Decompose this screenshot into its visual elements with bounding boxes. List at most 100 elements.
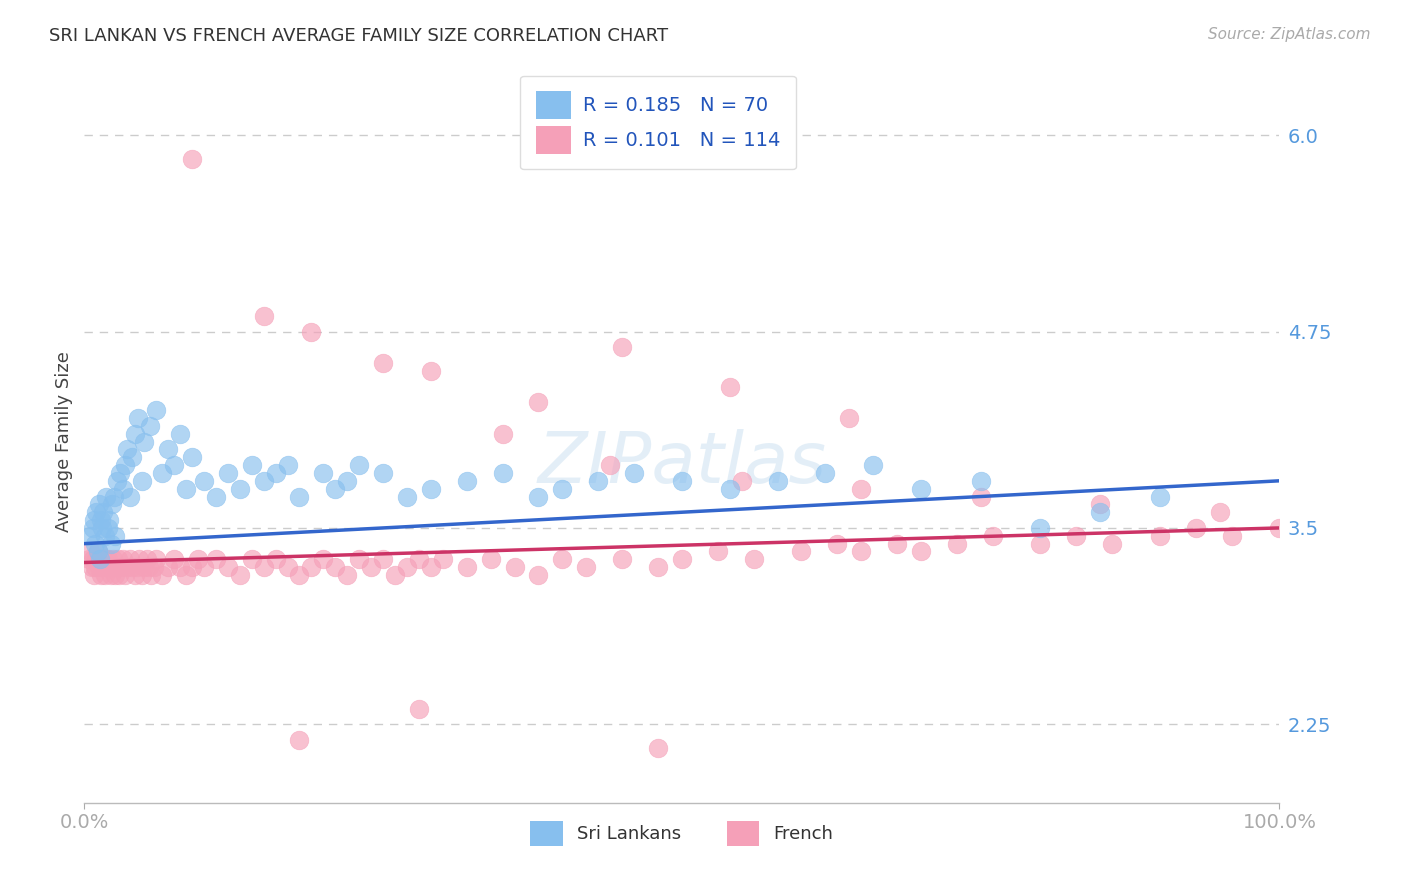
Point: [124, 426, 146, 441]
Point: [349, 458, 371, 472]
Point: [110, 466, 132, 480]
Point: [93, 552, 115, 566]
Point: [229, 482, 252, 496]
Point: [181, 152, 204, 166]
Point: [527, 395, 550, 409]
Point: [647, 740, 669, 755]
Point: [253, 560, 276, 574]
Point: [101, 552, 124, 566]
Point: [1029, 521, 1052, 535]
Point: [150, 568, 173, 582]
Point: [125, 560, 148, 574]
Point: [93, 505, 115, 519]
Point: [111, 552, 134, 566]
Point: [910, 544, 932, 558]
Point: [731, 474, 754, 488]
Point: [492, 466, 515, 480]
Point: [288, 733, 311, 747]
Point: [181, 450, 204, 465]
Point: [503, 560, 526, 574]
Point: [104, 529, 127, 543]
Point: [408, 701, 430, 715]
Point: [1268, 521, 1291, 535]
Point: [193, 474, 215, 488]
Point: [264, 552, 287, 566]
Point: [420, 560, 443, 574]
Point: [114, 568, 136, 582]
Point: [612, 552, 634, 566]
Point: [94, 552, 117, 566]
Point: [1066, 529, 1088, 543]
Point: [124, 568, 146, 582]
Point: [141, 568, 163, 582]
Point: [83, 568, 105, 582]
Text: Source: ZipAtlas.com: Source: ZipAtlas.com: [1208, 27, 1371, 42]
Point: [396, 560, 419, 574]
Point: [325, 560, 347, 574]
Point: [103, 560, 125, 574]
Point: [253, 309, 276, 323]
Point: [647, 560, 669, 574]
Point: [108, 568, 131, 582]
Point: [742, 552, 765, 566]
Point: [946, 536, 969, 550]
Point: [157, 560, 180, 574]
Point: [671, 474, 693, 488]
Point: [312, 466, 335, 480]
Point: [838, 411, 860, 425]
Point: [98, 560, 121, 574]
Point: [101, 497, 124, 511]
Point: [217, 560, 239, 574]
Point: [163, 552, 186, 566]
Point: [384, 568, 406, 582]
Point: [349, 552, 371, 566]
Point: [336, 474, 359, 488]
Point: [79, 544, 101, 558]
Point: [288, 490, 311, 504]
Point: [145, 552, 167, 566]
Point: [910, 482, 932, 496]
Point: [479, 552, 502, 566]
Point: [163, 458, 186, 472]
Point: [718, 482, 741, 496]
Point: [551, 552, 574, 566]
Y-axis label: Average Family Size: Average Family Size: [55, 351, 73, 532]
Point: [373, 466, 395, 480]
Point: [157, 442, 180, 457]
Point: [253, 474, 276, 488]
Point: [312, 552, 335, 566]
Point: [851, 482, 873, 496]
Point: [131, 568, 153, 582]
Point: [814, 466, 837, 480]
Point: [264, 466, 287, 480]
Point: [671, 552, 693, 566]
Point: [89, 552, 111, 566]
Point: [132, 434, 156, 449]
Point: [240, 552, 263, 566]
Point: [862, 458, 884, 472]
Point: [277, 458, 299, 472]
Point: [103, 490, 125, 504]
Point: [121, 450, 143, 465]
Point: [1090, 497, 1112, 511]
Point: [135, 552, 157, 566]
Point: [86, 544, 108, 558]
Point: [1220, 529, 1243, 543]
Point: [193, 560, 215, 574]
Point: [98, 513, 121, 527]
Point: [84, 560, 107, 574]
Point: [94, 490, 117, 504]
Point: [1209, 505, 1232, 519]
Point: [105, 474, 128, 488]
Point: [169, 426, 191, 441]
Point: [1029, 536, 1052, 550]
Point: [420, 482, 443, 496]
Point: [93, 529, 115, 543]
Legend: Sri Lankans, French: Sri Lankans, French: [522, 812, 842, 855]
Point: [101, 560, 124, 574]
Point: [86, 505, 108, 519]
Point: [970, 474, 993, 488]
Point: [396, 490, 419, 504]
Point: [90, 568, 112, 582]
Point: [139, 418, 162, 433]
